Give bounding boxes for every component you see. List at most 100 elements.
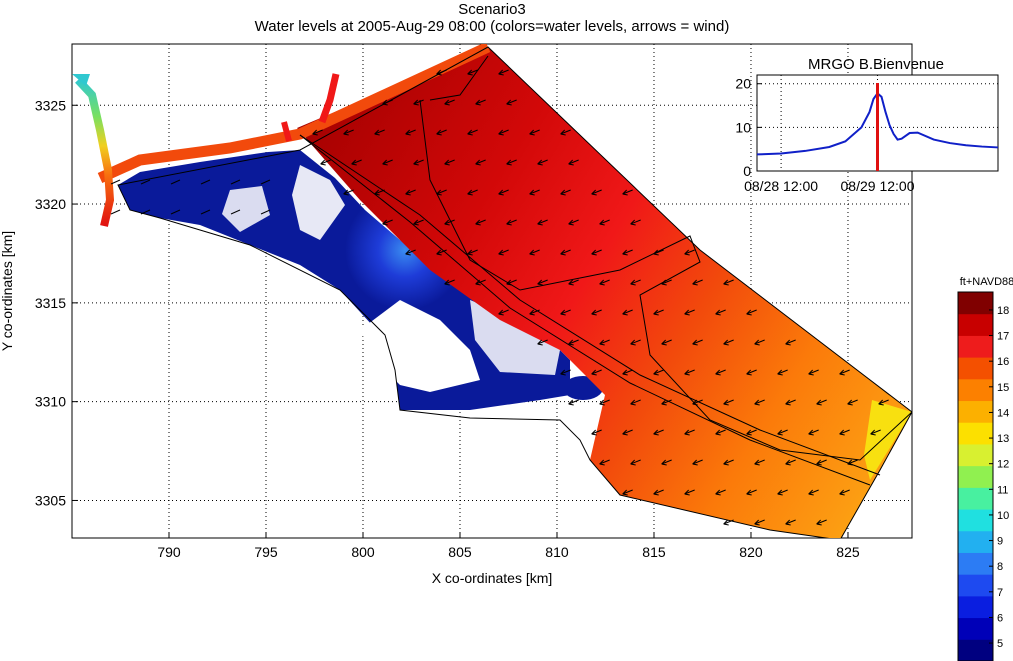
x-tick-label: 795 <box>254 544 278 560</box>
wind-arrow-head <box>436 69 442 76</box>
wind-arrow <box>444 99 455 105</box>
wind-arrow <box>537 159 548 165</box>
colorbar-tick-label: 14 <box>997 407 1009 419</box>
wind-arrow-head <box>653 429 659 436</box>
wind-arrow-head <box>622 249 628 256</box>
colorbar-swatch <box>958 335 993 358</box>
wind-arrow-head <box>692 339 698 346</box>
wind-arrow <box>599 459 610 465</box>
wind-arrow <box>622 489 633 495</box>
dry-patch <box>470 300 560 375</box>
wind-arrow <box>568 219 579 225</box>
chart-subtitle: Water levels at 2005-Aug-29 08:00 (color… <box>254 18 730 35</box>
wind-arrow-head <box>436 189 442 196</box>
wind-arrow <box>568 339 579 345</box>
wind-arrow <box>653 249 664 255</box>
wind-arrow-head <box>560 249 566 256</box>
colorbar-swatch <box>958 552 993 575</box>
colorbar-label: ft+NAVD88 <box>960 276 1013 288</box>
wind-arrow <box>684 489 695 495</box>
wind-arrow-head <box>568 159 574 166</box>
wind-arrow <box>537 219 548 225</box>
wind-arrow-head <box>529 189 535 196</box>
wind-arrow <box>661 339 672 345</box>
wind-arrow <box>467 69 478 75</box>
wind-arrow <box>110 209 121 215</box>
wind-arrow <box>444 159 455 165</box>
wind-arrow <box>260 179 271 185</box>
colorbar-tick-label: 13 <box>997 433 1009 445</box>
wind-arrow <box>715 429 726 435</box>
wind-arrow-head <box>723 399 729 406</box>
wind-arrow-head <box>808 429 814 436</box>
wind-arrow <box>405 249 416 255</box>
wind-arrow <box>591 189 602 195</box>
wind-arrow <box>723 459 734 465</box>
colorbar-swatch <box>958 487 993 510</box>
wind-arrow-head <box>870 429 876 436</box>
wind-arrow-head <box>537 219 543 226</box>
wind-arrow <box>498 129 509 135</box>
wind-arrow-head <box>568 339 574 346</box>
colorbar-swatch <box>958 357 993 380</box>
wind-arrow-head <box>622 489 628 496</box>
wind-arrow <box>692 399 703 405</box>
wind-arrow <box>785 459 796 465</box>
wind-arrow <box>777 429 788 435</box>
wind-arrow <box>630 339 641 345</box>
wind-arrow <box>599 219 610 225</box>
wind-arrow-head <box>746 429 752 436</box>
wind-arrow-head <box>630 339 636 346</box>
channel-spur <box>318 73 340 124</box>
wind-arrow <box>506 219 517 225</box>
wind-arrow-head <box>746 369 752 376</box>
wind-arrow <box>630 279 641 285</box>
wind-arrow <box>467 189 478 195</box>
wind-arrow-head <box>506 159 512 166</box>
wind-arrow <box>529 309 540 315</box>
wind-arrow-head <box>498 69 504 76</box>
wind-arrow <box>839 489 850 495</box>
wind-arrow-head <box>413 99 419 106</box>
wind-arrow <box>630 219 641 225</box>
wind-arrow <box>475 279 486 285</box>
wind-arrow-head <box>475 99 481 106</box>
wind-arrow-head <box>754 519 760 526</box>
wind-arrow-head <box>816 459 822 466</box>
wind-arrow <box>374 129 385 135</box>
wind-arrow <box>808 369 819 375</box>
wind-arrow-head <box>692 399 698 406</box>
wind-arrow <box>723 399 734 405</box>
inset-y-tick-label: 10 <box>735 119 751 135</box>
wind-arrow <box>754 459 765 465</box>
wind-arrow <box>723 339 734 345</box>
wind-arrow <box>200 179 211 185</box>
wind-arrow-head <box>498 249 504 256</box>
wind-arrow <box>560 369 571 375</box>
wind-arrow-head <box>343 189 349 196</box>
wind-arrow <box>140 179 151 185</box>
wind-arrow-head <box>568 219 574 226</box>
wind-arrow <box>839 369 850 375</box>
wind-arrow-head <box>405 129 411 136</box>
colorbar-swatch <box>958 292 993 315</box>
y-tick-label: 3305 <box>35 492 66 508</box>
colorbar-frame <box>957 291 994 661</box>
wind-arrow-head <box>506 99 512 106</box>
wind-arrow <box>436 249 447 255</box>
wind-arrow-head <box>630 459 636 466</box>
wind-arrow-head <box>591 429 597 436</box>
wind-arrow <box>653 489 664 495</box>
wind-arrow <box>661 459 672 465</box>
wind-arrow-head <box>506 219 512 226</box>
wind-arrow <box>568 399 579 405</box>
wind-arrow-head <box>591 189 597 196</box>
wind-arrow <box>661 399 672 405</box>
wind-arrow <box>405 189 416 195</box>
colorbar-swatch <box>958 617 993 640</box>
wind-arrow-head <box>808 369 814 376</box>
wind-arrow <box>436 69 447 75</box>
wind-arrow-head <box>661 339 667 346</box>
wind-arrow-head <box>715 489 721 496</box>
